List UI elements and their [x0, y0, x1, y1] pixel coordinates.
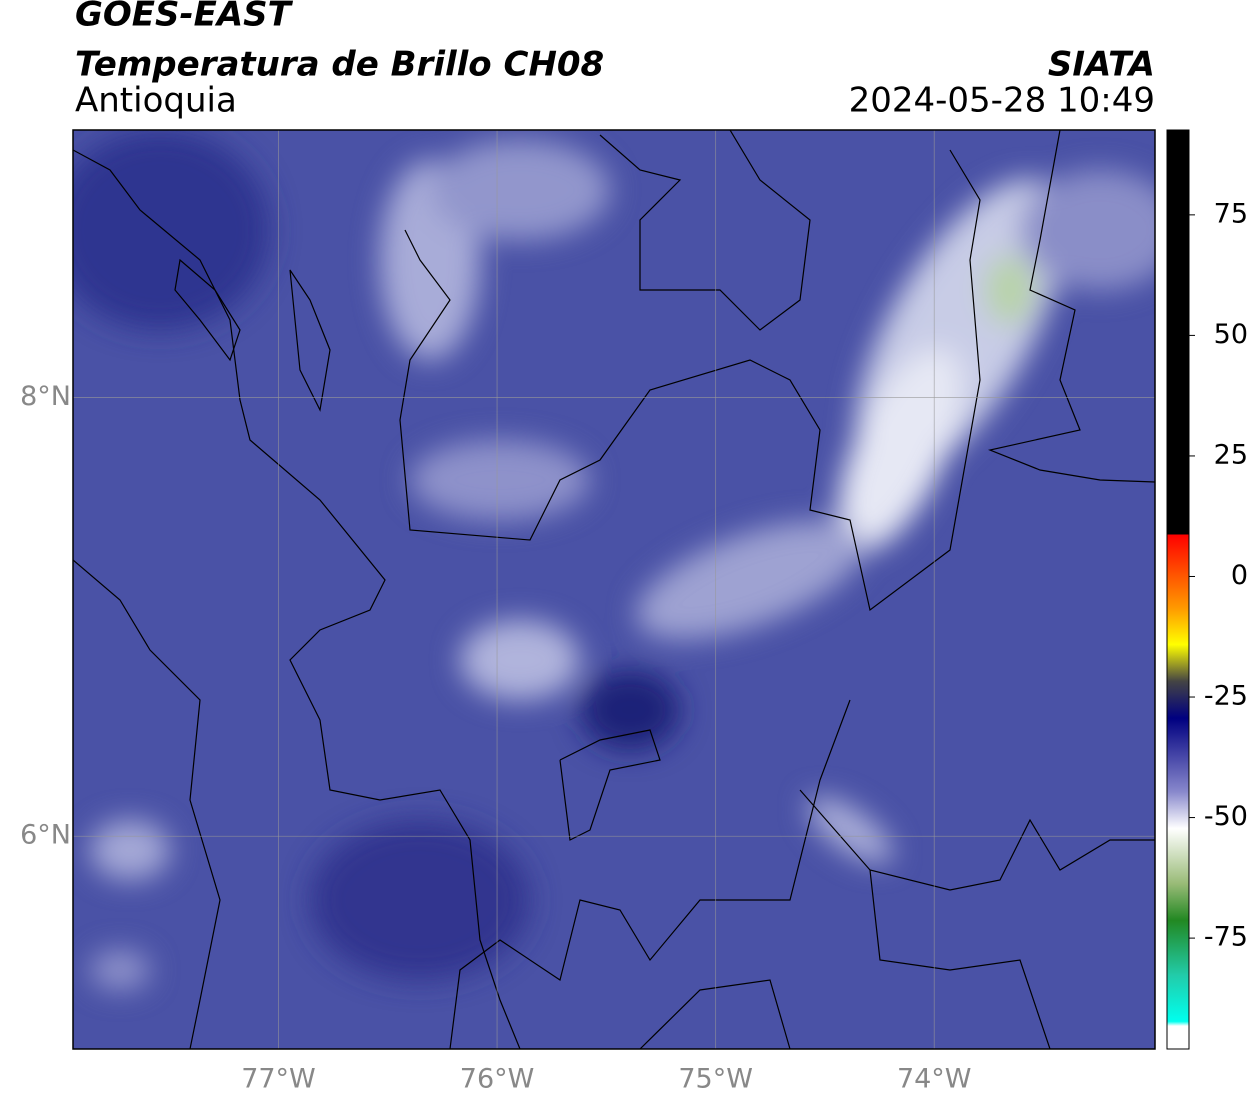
lon-tick-label: 75°W — [678, 1064, 753, 1095]
colorbar-tick-label: 0 — [1231, 560, 1248, 591]
lon-tick-label: 77°W — [241, 1064, 316, 1095]
lat-tick-label: 6°N — [20, 820, 71, 851]
region: Antioquia — [75, 81, 237, 121]
map-frame — [72, 129, 1156, 1050]
map-image — [73, 130, 1155, 1049]
colorbar-tick-label: 25 — [1214, 439, 1248, 470]
lat-tick-label: 8°N — [20, 381, 71, 412]
datetime: 2024-05-28 10:49 — [849, 81, 1155, 121]
colorbar-tick-label: -75 — [1204, 922, 1248, 953]
colorbar-tick-label: -25 — [1204, 681, 1248, 712]
lon-tick-label: 76°W — [460, 1064, 535, 1095]
colorbar-tick-label: 50 — [1214, 319, 1248, 350]
colorbar-tick-label: -50 — [1204, 801, 1248, 832]
colorbar — [1166, 129, 1190, 1050]
colorbar-tick-label: 75 — [1214, 198, 1248, 229]
title: GOES-EAST — [75, 0, 294, 35]
lon-tick-label: 74°W — [897, 1064, 972, 1095]
source: SIATA — [1048, 45, 1155, 85]
subtitle: Temperatura de Brillo CH08 — [75, 45, 604, 85]
